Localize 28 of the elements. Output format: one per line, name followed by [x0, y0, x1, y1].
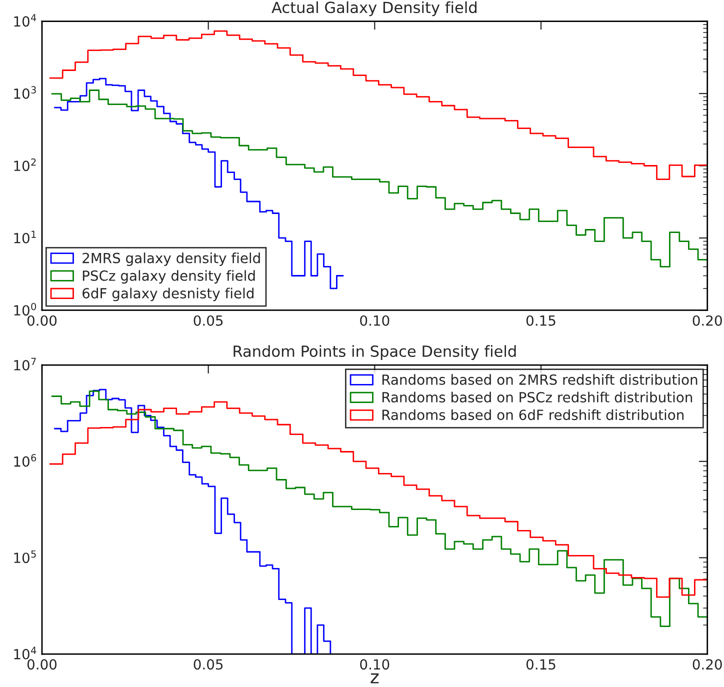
legend-label: Randoms based on PSCz redshift distribution	[382, 392, 692, 402]
y-tick-label: 10$^{3}$	[14, 86, 36, 99]
x-tick-label: 0.10	[360, 659, 390, 670]
y-tick-label: 10$^{2}$	[14, 158, 36, 172]
x-tick-label: 0.00	[27, 315, 57, 326]
legend-label: PSCz galaxy density field	[82, 270, 255, 284]
x-tick-label: 0.05	[194, 315, 223, 326]
chart-title: Random Points in Space Density field	[234, 345, 516, 360]
x-tick-label: 0.15	[526, 659, 556, 670]
legend-label: 6dF galaxy desnisty field	[82, 288, 254, 302]
y-tick-label: 10$^{7}$	[14, 358, 36, 370]
y-tick-label: 10$^{1}$	[14, 230, 36, 244]
legend-label: 2MRS galaxy density field	[82, 252, 260, 266]
legend-label: Randoms based on 2MRS redshift distribution	[382, 374, 698, 385]
x-tick-label: 0.20	[692, 315, 722, 326]
x-tick-label: 0.00	[27, 659, 57, 670]
x-tick-label: 0.05	[194, 659, 223, 670]
chart-title: Actual Galaxy Density field	[272, 1, 476, 16]
x-tick-label: 0.10	[360, 315, 390, 326]
legend-label: Randoms based on 6dF redshift distribution	[382, 409, 684, 420]
x-axis-title: z	[370, 673, 379, 684]
x-tick-label: 0.20	[692, 659, 722, 670]
y-tick-label: 10$^{0}$	[14, 302, 36, 316]
y-tick-label: 10$^{5}$	[14, 550, 36, 564]
x-tick-label: 0.15	[526, 315, 556, 326]
y-tick-label: 10$^{6}$	[14, 454, 36, 467]
y-tick-label: 10$^{4}$	[14, 646, 36, 660]
y-tick-label: 10$^{4}$	[14, 14, 36, 27]
